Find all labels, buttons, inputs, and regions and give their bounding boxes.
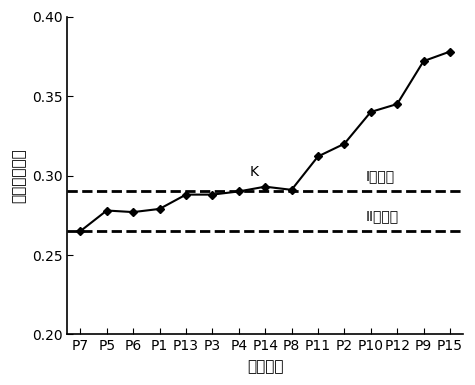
Text: II类储层: II类储层 [365,209,399,223]
Y-axis label: 综合评价因子: 综合评价因子 [11,148,26,203]
Text: K: K [249,165,258,179]
Text: I类储层: I类储层 [365,169,395,184]
X-axis label: 压裂井号: 压裂井号 [247,359,284,374]
